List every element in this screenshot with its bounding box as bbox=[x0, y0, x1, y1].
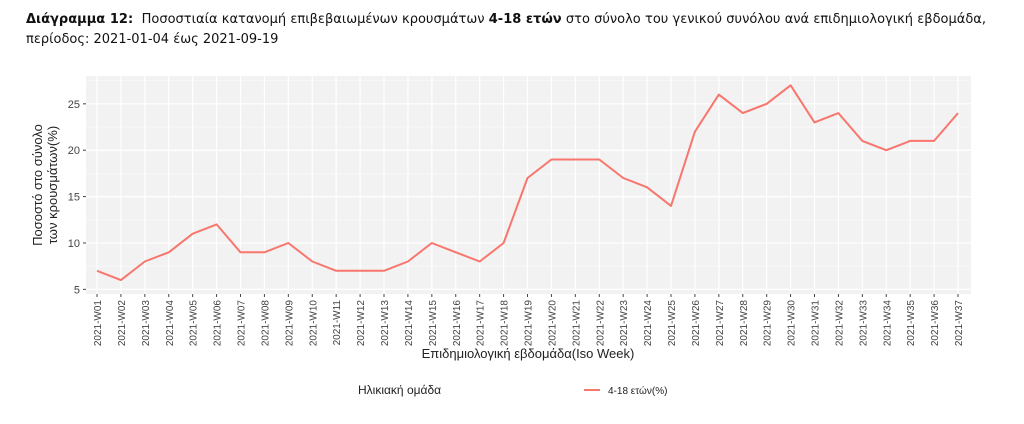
x-tick-label: 2021-W11 bbox=[332, 300, 343, 346]
y-tick-label: 5 bbox=[74, 284, 80, 296]
y-tick-label: 25 bbox=[68, 99, 80, 111]
caption-text-after: στο σύνολο του γενικού συνόλου ανά επιδη… bbox=[26, 12, 987, 47]
x-tick-label: 2021-W18 bbox=[500, 300, 511, 347]
x-tick-label: 2021-W22 bbox=[595, 300, 606, 347]
y-tick-label: 10 bbox=[68, 238, 80, 250]
x-tick-label: 2021-W24 bbox=[643, 300, 654, 347]
x-tick-label: 2021-W07 bbox=[237, 300, 248, 347]
x-tick-label: 2021-W01 bbox=[93, 300, 104, 347]
x-tick-label: 2021-W15 bbox=[428, 300, 439, 347]
x-tick-label: 2021-W02 bbox=[117, 300, 128, 347]
x-tick-label: 2021-W25 bbox=[667, 300, 678, 347]
x-tick-label: 2021-W09 bbox=[284, 300, 295, 347]
x-tick-label: 2021-W30 bbox=[787, 300, 798, 347]
plot-panel bbox=[86, 76, 971, 294]
x-tick-label: 2021-W13 bbox=[380, 300, 391, 347]
legend-title: Ηλικιακή ομάδα bbox=[358, 383, 441, 397]
y-axis: 5 10 15 20 25 bbox=[68, 99, 86, 296]
y-tick-label: 20 bbox=[68, 145, 80, 157]
x-tick-label: 2021-W29 bbox=[763, 300, 774, 347]
x-tick-label: 2021-W06 bbox=[213, 300, 224, 347]
series-lines bbox=[96, 84, 959, 282]
x-tick-label: 2021-W10 bbox=[308, 300, 319, 347]
x-tick-label: 2021-W12 bbox=[356, 300, 367, 347]
x-tick-label: 2021-W26 bbox=[691, 300, 702, 347]
chart-caption: Διάγραμμα 12: Ποσοστιαία κατανομή επιβεβ… bbox=[26, 10, 986, 50]
x-tick-label: 2021-W03 bbox=[141, 300, 152, 347]
y-axis-label-line1: Ποσοστό στο σύνολο bbox=[30, 124, 45, 246]
x-tick-label: 2021-W31 bbox=[811, 300, 822, 347]
x-tick-label: 2021-W37 bbox=[954, 300, 965, 347]
x-tick-label: 2021-W32 bbox=[834, 300, 845, 347]
x-tick-label: 2021-W20 bbox=[547, 300, 558, 347]
x-tick-label: 2021-W28 bbox=[739, 300, 750, 347]
legend-entry-label: 4-18 ετών(%) bbox=[608, 385, 667, 397]
x-tick-label: 2021-W17 bbox=[476, 300, 487, 347]
x-axis: 2021-W01 2021-W02 2021-W03 2021-W04 2021-W05… bbox=[93, 294, 965, 346]
x-tick-label: 2021-W33 bbox=[858, 300, 869, 347]
x-tick-label: 2021-W36 bbox=[930, 300, 941, 347]
y-axis-label-line2: των κρουσμάτων(%) bbox=[45, 126, 60, 244]
x-tick-label: 2021-W04 bbox=[165, 300, 176, 347]
caption-age-group: 4-18 ετών bbox=[488, 12, 562, 27]
x-tick-label: 2021-W19 bbox=[524, 300, 535, 347]
x-tick-label: 2021-W27 bbox=[715, 300, 726, 347]
caption-label: Διάγραμμα 12: bbox=[26, 12, 134, 27]
y-tick-label: 15 bbox=[68, 192, 80, 204]
x-tick-label: 2021-W08 bbox=[260, 300, 271, 347]
x-tick-label: 2021-W21 bbox=[571, 300, 582, 347]
x-tick-label: 2021-W35 bbox=[906, 300, 917, 347]
x-axis-label: Επιδημιολογική εβδομάδα(Iso Week) bbox=[422, 346, 635, 361]
x-tick-label: 2021-W05 bbox=[189, 300, 200, 347]
caption-text-before: Ποσοστιαία κατανομή επιβεβαιωμένων κρουσ… bbox=[141, 12, 485, 27]
x-tick-label: 2021-W16 bbox=[452, 300, 463, 347]
x-tick-label: 2021-W14 bbox=[404, 300, 415, 347]
x-tick-label: 2021-W23 bbox=[619, 300, 630, 347]
series-line bbox=[96, 84, 959, 282]
x-tick-label: 2021-W34 bbox=[882, 300, 893, 347]
